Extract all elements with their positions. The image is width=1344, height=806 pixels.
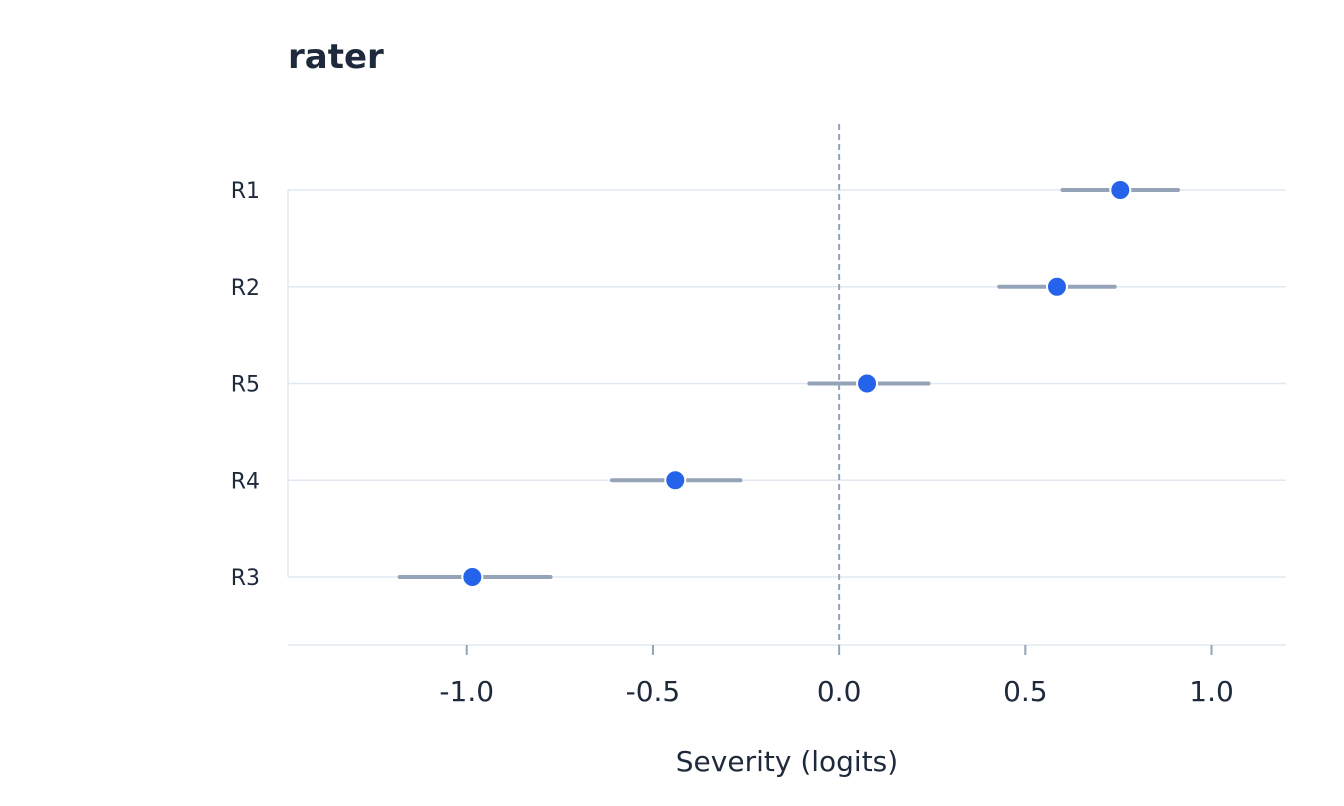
x-axis-label: Severity (logits) bbox=[676, 745, 898, 778]
point-r5 bbox=[856, 372, 879, 395]
estimate-rows bbox=[397, 179, 1181, 588]
x-tick-label: 1.0 bbox=[1189, 675, 1234, 708]
point-r1 bbox=[1109, 179, 1132, 201]
grid-lines bbox=[287, 189, 1286, 578]
y-label-r4: R4 bbox=[231, 469, 260, 494]
y-label-r3: R3 bbox=[231, 566, 260, 591]
x-tick-label: -1.0 bbox=[439, 675, 494, 708]
point-r2 bbox=[1045, 275, 1068, 298]
point-r4 bbox=[664, 469, 687, 492]
x-axis: -1.0 -0.5 0.0 0.5 1.0 bbox=[288, 644, 1286, 708]
point-r3 bbox=[461, 566, 484, 588]
y-label-r5: R5 bbox=[231, 373, 260, 398]
x-tick-label: 0.5 bbox=[1003, 675, 1048, 708]
y-label-r1: R1 bbox=[231, 179, 260, 204]
y-axis-labels: R1 R2 R5 R4 R3 bbox=[231, 179, 260, 591]
chart-title: rater bbox=[288, 37, 384, 77]
x-tick-label: 0.0 bbox=[817, 675, 862, 708]
y-label-r2: R2 bbox=[231, 276, 260, 301]
x-tick-label: -0.5 bbox=[626, 675, 681, 708]
